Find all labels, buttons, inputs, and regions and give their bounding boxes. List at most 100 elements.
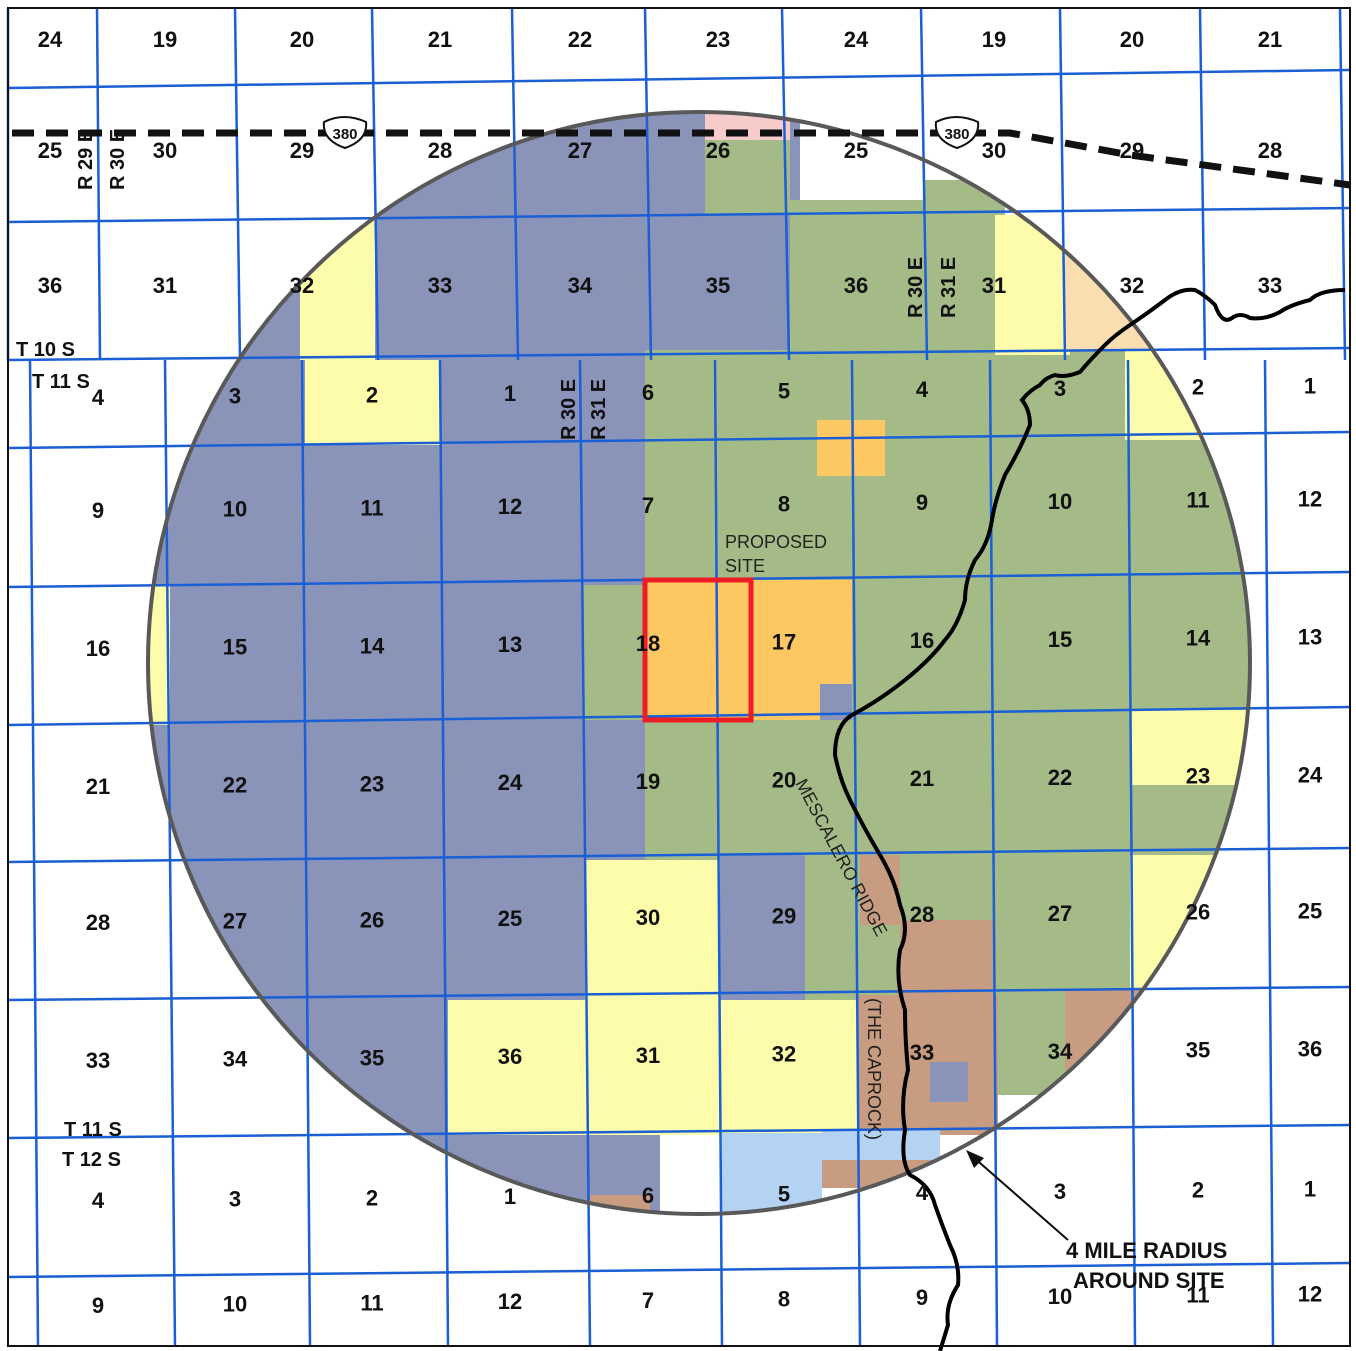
section-number: 10 <box>1048 1284 1072 1309</box>
section-number: 10 <box>223 497 247 522</box>
township-label-t11s-south: T 11 S <box>64 1119 122 1141</box>
grid-line-vertical-north <box>370 7 380 361</box>
section-number: 9 <box>92 1293 104 1318</box>
section-number: 31 <box>982 273 1006 298</box>
parcel-green-sec36 <box>790 200 1000 360</box>
section-number: 2 <box>366 382 378 407</box>
section-number: 30 <box>982 138 1006 163</box>
section-number: 12 <box>1298 1281 1322 1306</box>
radius-label-line1: 4 MILE RADIUS <box>1066 1238 1227 1263</box>
section-number: 34 <box>1048 1039 1073 1064</box>
grid-line-horizontal <box>7 846 1351 864</box>
parcel-yellow-sec31 <box>995 215 1070 355</box>
section-number: 34 <box>223 1047 248 1072</box>
grid-line-vertical-south <box>713 359 724 1347</box>
grid-line-horizontal <box>7 68 1351 90</box>
section-number: 13 <box>498 632 522 657</box>
section-number: 21 <box>86 774 110 799</box>
section-number: 1 <box>504 1184 516 1209</box>
grid-line-vertical-north <box>1058 7 1067 361</box>
section-number: 24 <box>38 27 63 52</box>
grid-line-vertical-north <box>233 7 242 361</box>
section-number: 3 <box>229 384 241 409</box>
section-number: 23 <box>706 27 730 52</box>
section-number: 29 <box>1120 138 1144 163</box>
grid-line-horizontal <box>7 985 1351 1002</box>
section-number: 3 <box>229 1187 241 1212</box>
grid-line-vertical-south <box>28 359 40 1347</box>
section-number: 25 <box>498 906 522 931</box>
grid-line-vertical-north <box>643 7 653 361</box>
section-number: 23 <box>1186 764 1210 789</box>
section-number: 25 <box>844 138 868 163</box>
section-number: 22 <box>1048 765 1072 790</box>
section-number: 36 <box>38 273 62 298</box>
parcel-yellow-sec23 <box>1130 710 1250 785</box>
section-number: 9 <box>916 1285 928 1310</box>
radius-label-line2: AROUND SITE <box>1073 1268 1225 1293</box>
section-number: 9 <box>92 498 104 523</box>
parcel-brown-sec33 <box>858 995 998 1135</box>
grid-line-vertical-north <box>510 7 520 361</box>
section-number: 27 <box>568 138 592 163</box>
grid-line-horizontal <box>7 206 1351 224</box>
proposed-site-label-line1: PROPOSED <box>725 532 827 552</box>
section-number: 5 <box>778 379 790 404</box>
section-number: 7 <box>642 493 654 518</box>
section-number: 3 <box>1054 376 1066 401</box>
mescalero-ridge-line <box>832 287 1346 1351</box>
radius-callout-line <box>971 1155 1069 1241</box>
township-label-t12s: T 12 S <box>62 1149 121 1171</box>
section-number: 32 <box>1120 273 1144 298</box>
grid-line-horizontal <box>7 430 1351 450</box>
section-number: 1 <box>1304 1176 1316 1201</box>
range-label-r29e: R 29 E <box>75 129 97 190</box>
parcel-brown-sec28b <box>900 920 995 1000</box>
section-number: 20 <box>290 27 314 52</box>
section-number: 19 <box>153 27 177 52</box>
section-number: 22 <box>223 773 247 798</box>
map-frame <box>7 7 1351 1347</box>
section-number: 12 <box>498 494 522 519</box>
section-number: 6 <box>642 1183 654 1208</box>
section-number: 5 <box>778 1182 790 1207</box>
four-mile-radius-circle <box>146 110 1252 1216</box>
section-number: 1 <box>504 381 516 406</box>
grid-line-vertical-south <box>438 359 450 1347</box>
section-number: 36 <box>498 1044 522 1069</box>
grid-line-vertical-south <box>1126 359 1137 1347</box>
parcel-lightblue-sec5 <box>722 1133 822 1214</box>
section-number: 16 <box>86 636 110 661</box>
range-label-r31e-north: R 31 E <box>938 257 960 318</box>
township-label-t10s: T 10 S <box>16 339 75 361</box>
grid-line-vertical-south <box>1263 359 1275 1347</box>
section-number: 4 <box>916 377 929 402</box>
section-number: 31 <box>636 1043 660 1068</box>
parcel-orange-sec8 <box>817 420 885 476</box>
grid-line-vertical-north <box>1198 7 1207 361</box>
section-number: 25 <box>38 138 62 163</box>
parcel-green-sec26 <box>705 140 790 215</box>
parcel-purple-sec33 <box>930 1062 968 1102</box>
section-number: 6 <box>642 380 654 405</box>
highway-380-shield-west: 380 <box>322 116 368 150</box>
range-label-r30e-mid: R 30 E <box>558 379 580 440</box>
section-number: 8 <box>778 492 790 517</box>
section-number: 13 <box>1298 624 1322 649</box>
section-number: 27 <box>1048 901 1072 926</box>
section-number: 23 <box>360 771 384 796</box>
section-number: 36 <box>844 273 868 298</box>
section-number: 21 <box>1258 27 1282 52</box>
parcel-yellow-west-edge <box>148 585 170 725</box>
range-label-r31e-mid: R 31 E <box>588 379 610 440</box>
section-number: 2 <box>366 1185 378 1210</box>
section-number: 12 <box>1298 486 1322 511</box>
section-number: 32 <box>772 1042 796 1067</box>
section-number: 26 <box>1186 900 1210 925</box>
section-number: 21 <box>428 27 452 52</box>
section-number: 36 <box>1298 1036 1322 1061</box>
proposed-site-label-line2: SITE <box>725 556 765 576</box>
section-number: 11 <box>360 495 383 520</box>
grid-line-vertical-south <box>300 359 312 1347</box>
section-number: 20 <box>1120 27 1144 52</box>
